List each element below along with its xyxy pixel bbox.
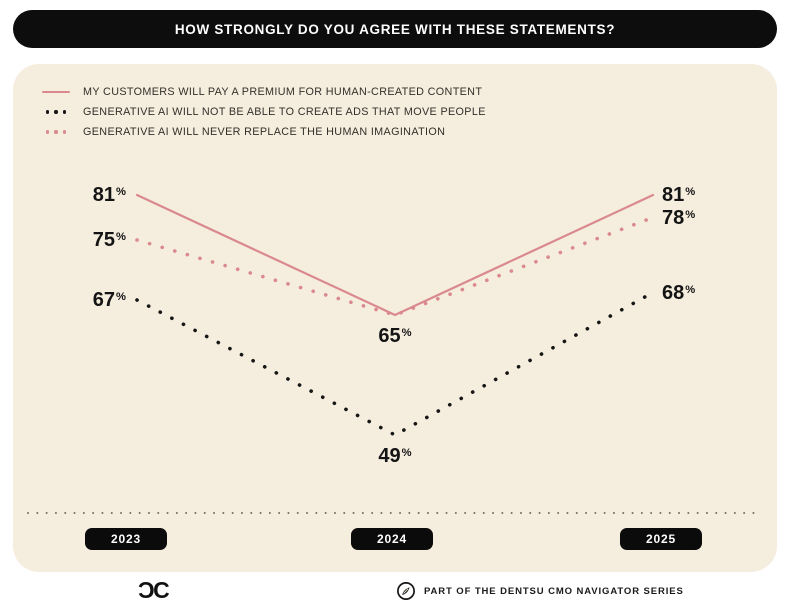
legend-item-label: GENERATIVE AI WILL NOT BE ABLE TO CREATE… xyxy=(83,106,486,118)
solid-line-swatch-icon xyxy=(42,90,70,94)
legend-item-label: MY CUSTOMERS WILL PAY A PREMIUM FOR HUMA… xyxy=(83,86,483,98)
x-axis-label-2024: 2024 xyxy=(351,528,433,550)
dotted-line-swatch-icon xyxy=(42,130,70,134)
chart-panel xyxy=(13,64,777,572)
legend-item-0: MY CUSTOMERS WILL PAY A PREMIUM FOR HUMA… xyxy=(42,85,486,99)
dotted-line-swatch-icon xyxy=(42,110,70,114)
compass-icon xyxy=(397,582,415,600)
legend-item-label: GENERATIVE AI WILL NEVER REPLACE THE HUM… xyxy=(83,126,446,138)
x-axis-label-2023: 2023 xyxy=(85,528,167,550)
series-badge: PART OF THE DENTSU CMO NAVIGATOR SERIES xyxy=(396,581,684,601)
dentsu-creative-logo: ƆC xyxy=(138,577,170,603)
legend: MY CUSTOMERS WILL PAY A PREMIUM FOR HUMA… xyxy=(42,85,486,139)
series-badge-label: PART OF THE DENTSU CMO NAVIGATOR SERIES xyxy=(424,585,684,597)
chart-title: HOW STRONGLY DO YOU AGREE WITH THESE STA… xyxy=(13,10,777,48)
legend-item-1: GENERATIVE AI WILL NOT BE ABLE TO CREATE… xyxy=(42,105,486,119)
legend-item-2: GENERATIVE AI WILL NEVER REPLACE THE HUM… xyxy=(42,125,486,139)
x-axis-label-2025: 2025 xyxy=(620,528,702,550)
